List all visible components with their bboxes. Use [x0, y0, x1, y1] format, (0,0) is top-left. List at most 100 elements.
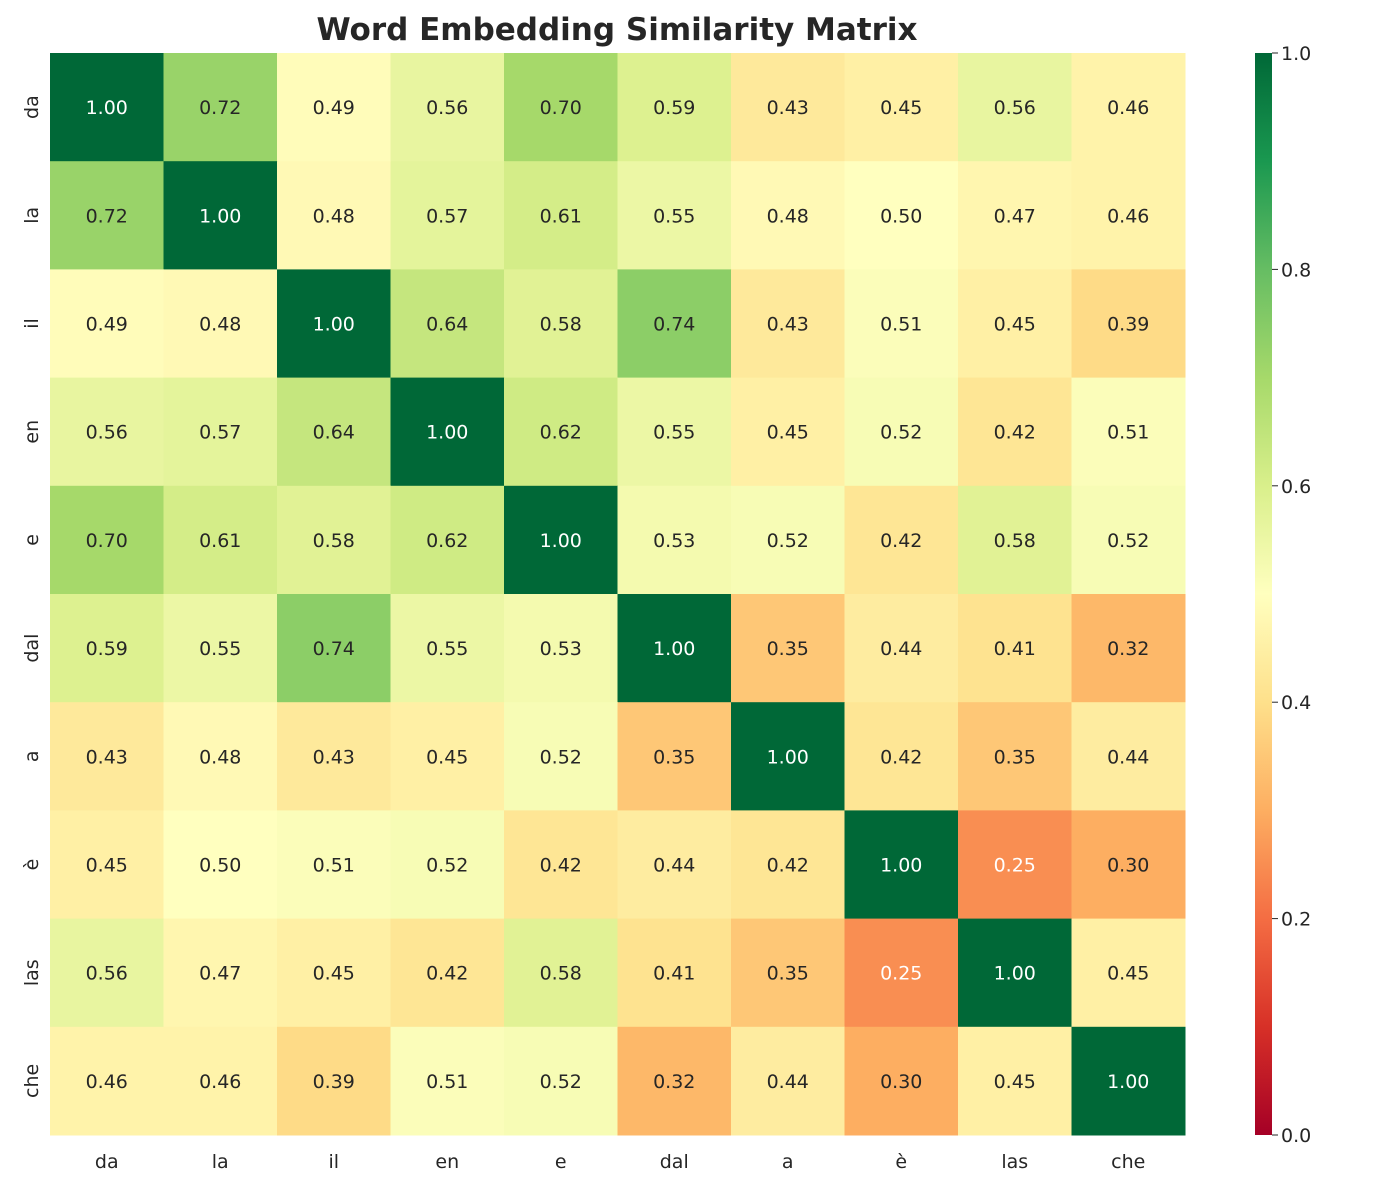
heatmap-cell: [504, 377, 618, 487]
y-tick-label: dal: [21, 634, 43, 663]
cell-value-label: 1.00: [880, 855, 922, 877]
heatmap-cell: [617, 918, 732, 1028]
cell-value-label: 0.57: [426, 205, 468, 227]
y-tick-label: da: [21, 95, 43, 119]
heatmap-cell: [844, 810, 959, 920]
heatmap-cell: [277, 702, 391, 811]
heatmap-cell: [504, 702, 618, 811]
cell-value-label: 0.57: [199, 422, 241, 444]
heatmap-cell: [1071, 269, 1186, 379]
heatmap-cell: [844, 702, 959, 811]
heatmap-cell: [277, 594, 391, 703]
cell-value-label: 0.39: [1107, 314, 1149, 336]
colorbar-ticks: 0.0 0.2 0.4 0.6 0.8 1.0: [1272, 43, 1311, 1147]
heatmap-cell: [50, 269, 164, 379]
cell-value-label: 0.51: [880, 314, 922, 336]
heatmap-cell: [390, 918, 505, 1028]
heatmap-cell: [277, 161, 391, 270]
cell-value-label: 0.43: [313, 746, 355, 768]
heatmap-cell: [617, 1026, 732, 1136]
heatmap-cell: [50, 918, 164, 1028]
heatmap-cell: [844, 269, 959, 379]
heatmap-cell: [617, 702, 732, 811]
cell-value-label: 0.41: [994, 638, 1036, 660]
heatmap-cell: [504, 918, 618, 1028]
heatmap-cell: [617, 485, 732, 595]
heatmap-cell: [163, 53, 278, 162]
colorbar-tick-label: 0.6: [1281, 476, 1311, 498]
heatmap-cell: [731, 1026, 845, 1136]
heatmap-cell: [844, 53, 959, 162]
cell-value-label: 0.55: [653, 422, 695, 444]
heatmap-cell: [1071, 810, 1186, 920]
cell-value-label: 0.58: [313, 530, 355, 552]
y-tick-label: las: [21, 959, 43, 986]
x-tick-labels: da la il en e dal a è las che: [95, 1151, 1145, 1173]
heatmap-cell: [50, 485, 164, 595]
cell-value-label: 0.45: [994, 1071, 1036, 1093]
cell-value-label: 1.00: [426, 422, 468, 444]
cell-value-label: 0.61: [199, 530, 241, 552]
cell-value-label: 1.00: [313, 314, 355, 336]
heatmap-cell: [504, 161, 618, 270]
cell-value-label: 1.00: [86, 97, 128, 119]
cell-value-label: 0.32: [653, 1071, 695, 1093]
cell-value-label: 0.30: [880, 1071, 922, 1093]
heatmap-cell: [958, 1026, 1072, 1136]
cell-value-label: 0.53: [653, 530, 695, 552]
cell-value-label: 0.48: [313, 205, 355, 227]
heatmap-cell: [844, 1026, 959, 1136]
heatmap-cell: [844, 485, 959, 595]
cell-value-label: 0.74: [653, 314, 695, 336]
heatmap-cell: [50, 53, 164, 162]
cell-value-label: 0.45: [767, 422, 809, 444]
heatmap-cell: [504, 269, 618, 379]
cell-value-label: 0.58: [540, 963, 582, 985]
cell-value-label: 0.56: [86, 963, 128, 985]
cell-value-label: 0.35: [653, 746, 695, 768]
cell-value-label: 0.25: [994, 855, 1036, 877]
heatmap-cell: [844, 161, 959, 270]
heatmap-cell: [731, 810, 845, 920]
heatmap-cell: [277, 1026, 391, 1136]
x-tick-label: è: [895, 1151, 907, 1173]
cell-value-label: 1.00: [540, 530, 582, 552]
cell-value-label: 0.72: [86, 205, 128, 227]
cell-value-label: 1.00: [199, 205, 241, 227]
cell-value-label: 0.62: [540, 422, 582, 444]
cell-value-label: 0.51: [426, 1071, 468, 1093]
colorbar-tick-label: 0.0: [1281, 1125, 1311, 1147]
cell-value-label: 1.00: [653, 638, 695, 660]
heatmap-cell: [50, 810, 164, 920]
heatmap-cell: [617, 594, 732, 703]
cell-value-label: 0.46: [1107, 205, 1149, 227]
cell-value-label: 0.42: [426, 963, 468, 985]
cell-value-label: 0.42: [880, 746, 922, 768]
heatmap-cell: [958, 594, 1072, 703]
cell-value-label: 0.45: [426, 746, 468, 768]
y-tick-label: en: [21, 420, 43, 444]
heatmap-cell: [163, 594, 278, 703]
heatmap-cell: [844, 377, 959, 487]
cell-value-label: 0.55: [653, 205, 695, 227]
cell-value-label: 0.52: [540, 1071, 582, 1093]
x-tick-label: e: [555, 1151, 567, 1173]
heatmap-cell: [958, 269, 1072, 379]
heatmap-cell: [390, 1026, 505, 1136]
heatmap-cell: [504, 53, 618, 162]
heatmap-cell: [1071, 594, 1186, 703]
heatmap-cell: [1071, 918, 1186, 1028]
heatmap-cell: [844, 918, 959, 1028]
cell-value-label: 0.47: [994, 205, 1036, 227]
heatmap-cell: [277, 377, 391, 487]
heatmap-cell: [617, 161, 732, 270]
x-tick-label: da: [95, 1151, 119, 1173]
heatmap-cell: [163, 485, 278, 595]
cell-value-label: 0.44: [767, 1071, 809, 1093]
cell-value-label: 0.55: [199, 638, 241, 660]
cell-value-label: 0.42: [880, 530, 922, 552]
colorbar-tick-label: 0.4: [1281, 692, 1311, 714]
cell-value-label: 0.62: [426, 530, 468, 552]
cell-value-label: 0.70: [540, 97, 582, 119]
cell-value-label: 0.51: [1107, 422, 1149, 444]
